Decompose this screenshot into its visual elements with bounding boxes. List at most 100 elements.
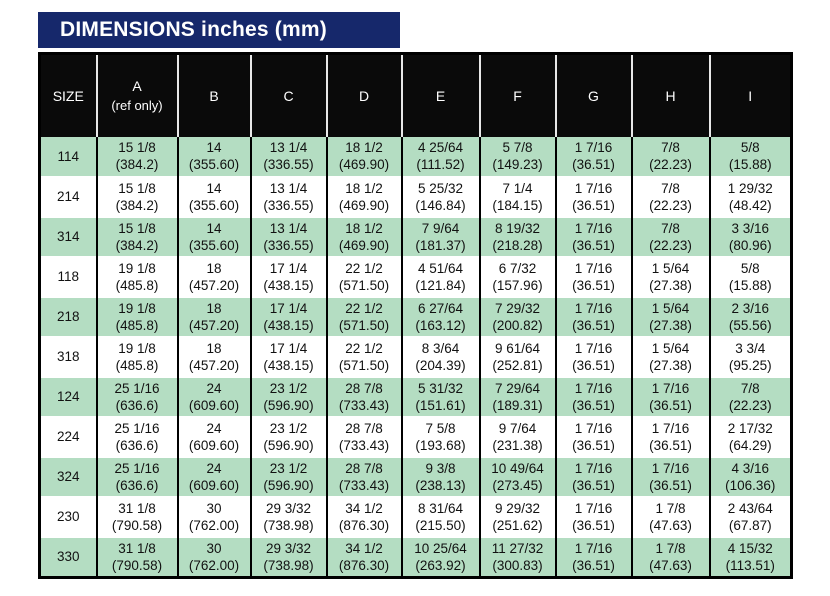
mm-value: (733.43) <box>338 397 390 413</box>
dimension-cell: 2 17/32 (64.29) <box>708 415 792 457</box>
mm-value: (151.61) <box>415 397 466 413</box>
size-cell: 318 <box>39 335 97 377</box>
mm-value: (27.38) <box>649 357 692 373</box>
inches-value: 9 7/64 <box>498 420 537 436</box>
inches-value: 7 29/64 <box>494 380 541 396</box>
inches-value: 1 7/8 <box>655 500 686 516</box>
size-cell: 230 <box>39 495 97 537</box>
inches-value: 6 7/32 <box>498 260 537 276</box>
inches-value: 7 9/64 <box>421 220 460 236</box>
mm-value: (36.51) <box>572 437 615 453</box>
mm-value: (15.88) <box>728 277 772 293</box>
dimension-cell: 29 3/32 (738.98) <box>249 495 327 537</box>
dimension-cell: 15 1/8 (384.2) <box>95 136 178 177</box>
dimension-cell: 7 9/64 (181.37) <box>400 215 480 257</box>
dimension-cell: 1 7/16 (36.51) <box>630 375 710 417</box>
mm-value: (27.38) <box>649 317 692 333</box>
inches-value: 14 <box>206 180 222 196</box>
dimension-cell: 1 5/64 (27.38) <box>630 255 710 297</box>
mm-value: (111.52) <box>416 157 465 172</box>
inches-value: 10 49/64 <box>491 460 544 476</box>
column-header-d: D <box>325 53 402 137</box>
dimension-cell: 23 1/2 (596.90) <box>249 455 327 497</box>
inches-value: 1 5/64 <box>651 300 690 316</box>
mm-value: (485.8) <box>115 357 159 373</box>
dimension-cell: 28 7/8 (733.43) <box>325 375 402 417</box>
inches-value: 7/8 <box>661 220 680 236</box>
table-row-114: 114 15 1/8 (384.2) 14 (355.60) 13 1/4 (336.55)… <box>39 136 792 177</box>
mm-value: (609.60) <box>188 477 240 493</box>
mm-value: (384.2) <box>115 237 159 253</box>
inches-value: 1 5/64 <box>651 340 690 356</box>
dimension-cell: 18 (457.20) <box>176 295 251 337</box>
inches-value: 18 <box>206 260 222 276</box>
mm-value: (181.37) <box>415 237 466 253</box>
mm-value: (22.23) <box>649 237 692 253</box>
mm-value: (231.38) <box>492 437 543 453</box>
mm-value: (252.81) <box>492 357 543 373</box>
dimension-cell: 13 1/4 (336.55) <box>249 175 327 217</box>
mm-value: (438.15) <box>263 317 314 333</box>
inches-value: 1 7/16 <box>574 180 613 196</box>
dimension-cell: 1 7/16 (36.51) <box>554 495 632 537</box>
dimension-cell: 7/8 (22.23) <box>630 175 710 217</box>
inches-value: 1 7/16 <box>574 500 613 516</box>
mm-value: (27.38) <box>649 277 692 293</box>
mm-value: (36.51) <box>572 157 615 172</box>
inches-value: 2 17/32 <box>727 420 773 436</box>
size-cell: 330 <box>39 535 97 577</box>
inches-value: 25 1/16 <box>114 460 160 476</box>
dimension-cell: 1 7/16 (36.51) <box>630 455 710 497</box>
dimension-cell: 34 1/2 (876.30) <box>325 535 402 577</box>
inches-value: 18 <box>206 340 222 356</box>
mm-value: (36.51) <box>572 197 615 213</box>
dimension-cell: 14 (355.60) <box>176 175 251 217</box>
inches-value: 1 7/16 <box>574 540 613 556</box>
dimension-cell: 9 7/64 (231.38) <box>478 415 556 457</box>
inches-value: 18 1/2 <box>345 140 383 155</box>
column-label: G <box>588 87 599 104</box>
mm-value: (469.90) <box>338 157 390 172</box>
dimension-cell: 4 25/64 (111.52) <box>400 136 480 177</box>
dimension-cell: 4 15/32 (113.51) <box>708 535 792 577</box>
dimension-cell: 3 3/16 (80.96) <box>708 215 792 257</box>
column-sublabel: (ref only) <box>111 98 163 114</box>
dimension-cell: 18 1/2 (469.90) <box>325 175 402 217</box>
inches-value: 1 7/16 <box>651 380 690 396</box>
inches-value: 23 1/2 <box>269 460 308 476</box>
mm-value: (336.55) <box>263 197 314 213</box>
table-row-324: 324 25 1/16 (636.6) 24 (609.60) 23 1/2 (596.90… <box>39 455 792 497</box>
mm-value: (596.90) <box>263 477 314 493</box>
inches-value: 8 31/64 <box>417 500 464 516</box>
inches-value: 3 3/4 <box>735 340 766 356</box>
dimension-cell: 5 31/32 (151.61) <box>400 375 480 417</box>
inches-value: 1 7/16 <box>574 260 613 276</box>
mm-value: (762.00) <box>188 557 240 573</box>
inches-value: 11 27/32 <box>491 540 544 556</box>
mm-value: (738.98) <box>263 517 314 533</box>
mm-value: (121.84) <box>415 277 466 293</box>
size-cell: 224 <box>39 415 97 457</box>
mm-value: (22.23) <box>728 397 772 413</box>
dimension-cell: 1 7/16 (36.51) <box>630 415 710 457</box>
inches-value: 23 1/2 <box>269 420 308 436</box>
inches-value: 22 1/2 <box>345 340 383 356</box>
table-row-118: 118 19 1/8 (485.8) 18 (457.20) 17 1/4 (438.15)… <box>39 255 792 297</box>
inches-value: 7 1/4 <box>502 180 533 196</box>
dimension-cell: 24 (609.60) <box>176 455 251 497</box>
column-header-a: A (ref only) <box>95 53 178 137</box>
mm-value: (36.51) <box>572 557 615 573</box>
dimension-cell: 5/8 (15.88) <box>708 255 792 297</box>
inches-value: 1 7/16 <box>574 300 613 316</box>
inches-value: 13 1/4 <box>269 140 308 155</box>
inches-value: 29 3/32 <box>265 540 312 556</box>
table-header: SIZE A (ref only) B C D E F G H I <box>39 53 792 137</box>
column-label: C <box>283 87 294 104</box>
inches-value: 31 1/8 <box>118 540 156 556</box>
dimension-cell: 9 29/32 (251.62) <box>478 495 556 537</box>
dimension-cell: 18 (457.20) <box>176 335 251 377</box>
inches-value: 4 51/64 <box>417 260 464 276</box>
size-cell: 214 <box>39 175 97 217</box>
dimension-cell: 1 7/16 (36.51) <box>554 136 632 177</box>
dimension-cell: 1 7/16 (36.51) <box>554 375 632 417</box>
